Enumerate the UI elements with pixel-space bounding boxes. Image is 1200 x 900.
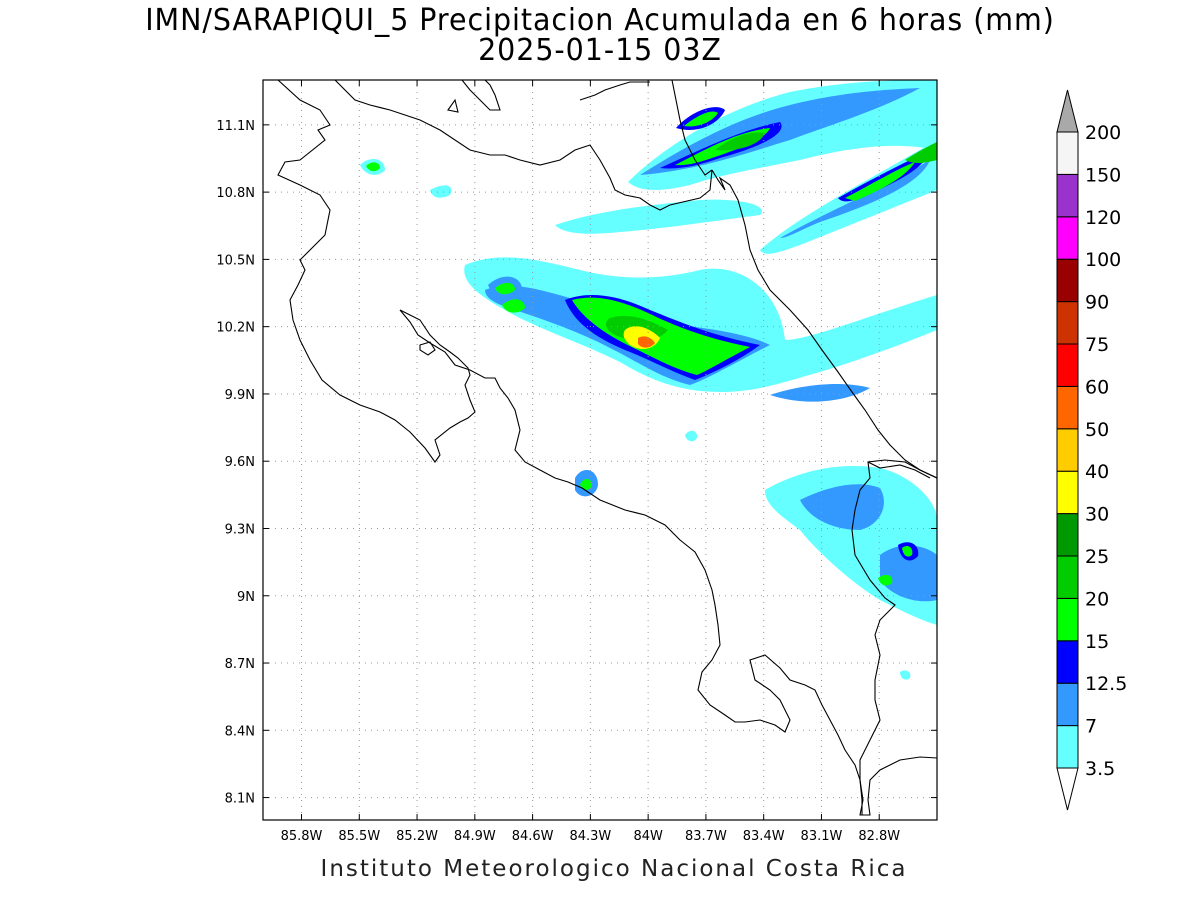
colorbar-segment: [1056, 725, 1079, 769]
y-tick-label: 9.6N: [225, 455, 255, 470]
colorbar-segment: [1056, 258, 1079, 303]
precipitation-field: [360, 80, 937, 680]
x-tick-label: 84.9W: [454, 829, 496, 844]
precip-area-north-band-core2: [715, 132, 765, 151]
precip-area-ne-band-mod: [780, 160, 930, 238]
colorbar-segment: [1056, 470, 1079, 515]
colorbar-label: 7: [1085, 716, 1097, 738]
x-tick-label: 83.7W: [685, 829, 727, 844]
y-axis: 11.1N 10.8N 10.5N 10.2N 9.9N 9.6N 9.3N 9N 8.7N 8.…: [216, 119, 937, 807]
nic-cr-border-east: [711, 169, 937, 479]
precip-area-central-band: [464, 257, 937, 392]
nicaragua-coast: [277, 80, 476, 463]
precip-area-east-cell-core: [902, 545, 913, 557]
x-tick-label: 85.5W: [338, 829, 380, 844]
colorbar-segment: [1056, 513, 1079, 557]
precip-area-ne-band-heavy: [838, 150, 930, 202]
precip-area-east-cell: [880, 545, 937, 602]
y-tick-label: 9.9N: [225, 388, 255, 403]
colorbar-label: 25: [1085, 546, 1109, 568]
y-tick-label: 10.5N: [216, 253, 255, 268]
y-tick-label: 9.3N: [225, 522, 255, 537]
y-tick-label: 10.8N: [216, 186, 255, 201]
panama-border: [851, 459, 937, 815]
colorbar: 3.5 7 12.5 15 20 25 30 40 50 60 75 90 100 120 150 200: [1056, 89, 1127, 811]
lake-shore: [461, 80, 501, 111]
lake-nicaragua: [334, 80, 713, 211]
precip-area-west-streak: [430, 185, 452, 198]
colorbar-max-arrow: [1056, 89, 1079, 133]
colorbar-label: 50: [1085, 419, 1109, 441]
x-tick-label: 83.1W: [801, 829, 843, 844]
colorbar-segment: [1056, 555, 1079, 599]
colorbar-label: 15: [1085, 631, 1109, 653]
colorbar-label: 150: [1085, 164, 1121, 186]
precip-area-west-cell-core: [495, 282, 515, 295]
colorbar-segment: [1056, 428, 1079, 472]
colorbar-segment: [1056, 343, 1079, 387]
precip-area-nw-cell-core: [366, 162, 380, 172]
colorbar-label: 120: [1085, 207, 1121, 229]
x-tick-label: 85.2W: [396, 829, 438, 844]
colorbar-label: 60: [1085, 376, 1109, 398]
precip-area-isolated-2: [900, 670, 911, 680]
colorbar-label: 30: [1085, 504, 1109, 526]
colorbar-label: 12.5: [1085, 673, 1127, 695]
colorbar-min-arrow: [1056, 767, 1079, 811]
x-tick-label: 84.6W: [512, 829, 554, 844]
precip-area-mid-band: [555, 199, 762, 234]
colorbar-segment: [1056, 385, 1079, 430]
precip-area-ne-band-core2: [905, 142, 937, 164]
colorbar-label: 100: [1085, 249, 1121, 271]
lat-lon-grid: [263, 80, 937, 820]
colorbar-label: 3.5: [1085, 758, 1115, 780]
colorbar-segment: [1056, 682, 1079, 727]
precip-area-pacific-cell-core: [580, 478, 592, 490]
island-north: [447, 98, 459, 113]
colorbar-label: 75: [1085, 334, 1109, 356]
map-subtitle: 2025-01-15 03Z: [478, 33, 722, 68]
colorbar-segment: [1056, 597, 1079, 642]
colorbar-segment: [1056, 173, 1079, 218]
coastlines-and-borders: [277, 80, 937, 816]
precip-area-caribbean-streak: [770, 384, 870, 402]
y-tick-label: 8.7N: [225, 657, 255, 672]
colorbar-segment: [1056, 301, 1079, 345]
colorbar-label: 90: [1085, 292, 1109, 314]
y-tick-label: 8.4N: [225, 724, 255, 739]
gulf-nicoya: [399, 309, 937, 816]
x-tick-label: 84W: [633, 829, 663, 844]
x-tick-label: 85.8W: [281, 829, 323, 844]
precip-area-north-cell-core: [684, 111, 718, 127]
y-tick-label: 10.2N: [216, 321, 255, 336]
precip-area-west-cell-2: [502, 299, 525, 313]
y-tick-label: 11.1N: [216, 119, 255, 134]
footer-credit: Instituto Meteorologico Nacional Costa R…: [320, 856, 908, 882]
y-tick-label: 9N: [237, 590, 255, 605]
colorbar-label: 200: [1085, 122, 1121, 144]
x-tick-label: 84.3W: [569, 829, 611, 844]
colorbar-segment: [1056, 216, 1079, 260]
colorbar-segment: [1056, 131, 1079, 175]
island-nicoya: [419, 341, 436, 356]
colorbar-label: 40: [1085, 461, 1109, 483]
y-tick-label: 8.1N: [225, 792, 255, 807]
cr-caribbean-coast: [671, 80, 713, 176]
colorbar-label: 20: [1085, 588, 1109, 610]
precip-area-ne-band-core: [845, 162, 915, 201]
plot-frame: [262, 79, 938, 821]
colorbar-segment: [1056, 640, 1079, 684]
x-axis: 85.8W 85.5W 85.2W 84.9W 84.6W 84.3W 84W 83.7W 83…: [281, 80, 900, 844]
northeast-coast: [579, 81, 650, 101]
precip-area-isolated: [685, 430, 698, 442]
precip-area-east-cell-core2: [878, 574, 893, 586]
panama-caribbean: [867, 461, 931, 479]
x-tick-label: 82.8W: [858, 829, 900, 844]
x-tick-label: 83.4W: [743, 829, 785, 844]
precip-area-central-peak: [638, 336, 655, 348]
map-title: IMN/SARAPIQUI_5 Precipitacion Acumulada …: [145, 3, 1055, 38]
